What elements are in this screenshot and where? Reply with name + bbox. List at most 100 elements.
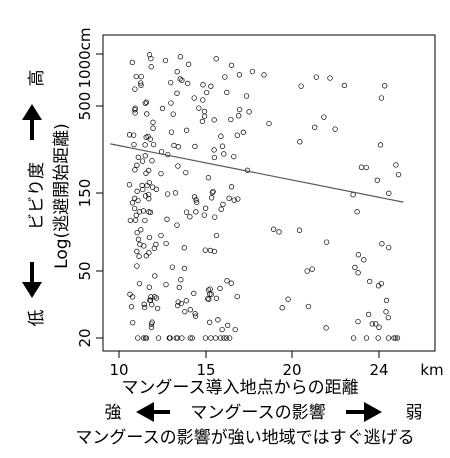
scatter-point (152, 273, 158, 279)
y-tick-label: 500 (76, 92, 94, 121)
scatter-point (200, 97, 206, 103)
scatter-point (141, 304, 148, 311)
y-side-label: ビビり度 (27, 162, 47, 230)
scatter-point (143, 99, 150, 105)
scatter-point (145, 191, 152, 198)
scatter-point (168, 100, 174, 106)
scatter-point (224, 278, 230, 284)
scatter-point (193, 197, 199, 203)
scatter-point (189, 335, 195, 341)
scatter-point (213, 232, 220, 239)
scatter-point (395, 171, 402, 178)
scatter-point (298, 83, 304, 89)
scatter-point (379, 241, 385, 247)
scatter-point (143, 335, 150, 341)
scatter-point (185, 80, 191, 87)
scatter-point (327, 75, 333, 81)
scatter-point (130, 132, 137, 138)
trend-line (110, 143, 404, 203)
x-tick-label: 24 (369, 361, 388, 379)
scatter-point (132, 107, 138, 113)
scatter-point (355, 270, 361, 276)
scatter-point (361, 257, 367, 263)
scatter-point (158, 148, 165, 155)
scatter-point (126, 182, 133, 188)
scatter-point (246, 109, 252, 115)
scatter-point (218, 133, 224, 139)
scatter-point (175, 163, 181, 169)
x-left-label: 強 (105, 403, 122, 423)
scatter-point (217, 285, 223, 292)
scatter-point (146, 196, 152, 202)
y-axis-title: Log(逃避開始距離) (52, 123, 72, 269)
scatter-point (132, 86, 138, 92)
scatter-point (158, 232, 164, 239)
scatter-point (386, 244, 392, 251)
scatter-point (147, 297, 153, 303)
scatter-point (211, 117, 217, 123)
scatter-point (296, 227, 303, 233)
scatter-point (222, 74, 228, 80)
scatter-point (205, 295, 211, 302)
scatter-point (226, 195, 232, 201)
scatter-point (202, 247, 208, 253)
scatter-point (174, 90, 180, 96)
scatter-point (208, 195, 215, 201)
scatter-point (378, 95, 385, 101)
scatter-point (352, 264, 358, 271)
scatter-point (138, 82, 144, 88)
scatter-point (146, 167, 152, 174)
scatter-point (218, 335, 224, 341)
scatter-point (215, 317, 221, 323)
scatter-point (179, 77, 185, 83)
scatter-point (355, 318, 361, 325)
scatter-point (134, 162, 140, 168)
scatter-point (376, 324, 382, 330)
scatter-point (205, 287, 212, 293)
scatter-point (225, 322, 231, 329)
y-low-label: 低 (27, 310, 47, 327)
scatter-point (139, 182, 145, 189)
scatter-point (134, 263, 140, 269)
scatter-point (304, 268, 310, 274)
scatter-point (175, 144, 181, 150)
scatter-point (135, 335, 141, 341)
scatter-point (358, 164, 365, 170)
scatter-point (149, 302, 155, 308)
scatter-point (144, 111, 150, 117)
scatter-point (171, 142, 177, 149)
scatter-point (144, 182, 150, 189)
scatter-point (221, 151, 227, 157)
scatter-point (323, 325, 329, 331)
scatter-point (183, 209, 190, 215)
y-tick-label: 1000cm (76, 27, 94, 88)
scatter-point (228, 184, 235, 190)
scatter-point (194, 199, 200, 206)
scatter-point (187, 335, 193, 341)
scatter-point (140, 186, 146, 193)
scatter-point (132, 167, 138, 173)
scatter-point (158, 170, 164, 177)
scatter-point (200, 82, 206, 88)
scatter-point (341, 82, 348, 89)
scatter-point (249, 68, 256, 75)
scatter-point (192, 143, 198, 150)
scatter-point (187, 214, 193, 220)
scatter-point (169, 264, 176, 270)
scatter-point (201, 113, 208, 119)
down-arrow-icon (22, 262, 42, 298)
scatter-point (181, 245, 187, 251)
scatter-point (221, 335, 227, 341)
plot-frame (102, 34, 436, 352)
scatter-point (131, 205, 138, 212)
scatter-point (350, 192, 356, 198)
scatter-point (385, 335, 392, 341)
scatter-point (213, 295, 220, 301)
scatter-point (350, 335, 357, 341)
scatter-point (377, 142, 384, 148)
scatter-point (228, 280, 234, 286)
scatter-point (142, 193, 149, 199)
scatter-point (201, 108, 208, 115)
scatter-point (128, 304, 135, 310)
scatter-point (129, 59, 135, 66)
